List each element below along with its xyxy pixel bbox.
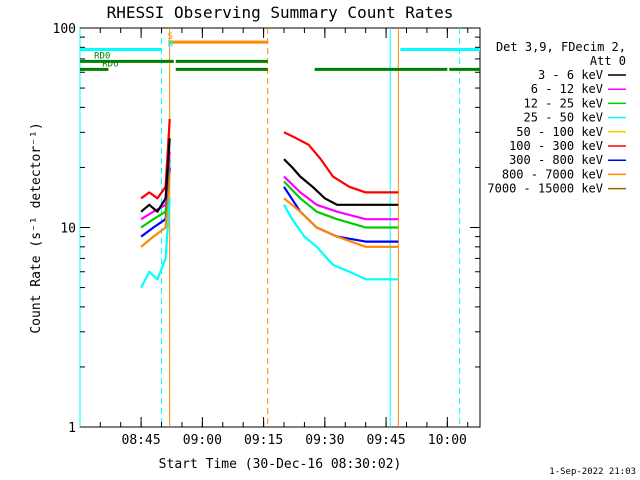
legend-header-0: Det 3,9, FDecim 2,	[496, 40, 626, 54]
y-tick-label-2: 100	[53, 22, 76, 37]
x-tick-label-0: 08:45	[122, 433, 161, 448]
y-axis-label: Count Rate (s⁻¹ detector⁻¹)	[29, 122, 44, 333]
x-axis-ticks: 08:45 09:00 09:15 09:30 09:45 10:00	[99, 28, 469, 448]
x-tick-label-2: 09:15	[244, 433, 283, 448]
generation-timestamp: 1-Sep-2022 21:03	[549, 467, 636, 477]
flag-label-rd6: RD6	[102, 59, 118, 69]
series-line-2-1	[283, 180, 399, 229]
series-line-0-0	[140, 138, 171, 213]
legend-label-4: 50 - 100 keV	[516, 125, 603, 139]
y-axis-ticks: 1 10 100	[53, 22, 480, 436]
y-tick-label-1: 10	[60, 222, 76, 237]
legend-label-6: 300 - 800 keV	[509, 153, 603, 167]
series-line-3-1	[283, 204, 399, 281]
legend-label-7: 800 - 7000 keV	[502, 167, 603, 181]
flag-label-n: N	[168, 40, 173, 50]
y-tick-label-0: 1	[68, 421, 76, 436]
x-axis-label: Start Time (30-Dec-16 08:30:02)	[159, 457, 402, 472]
series-line-3-0	[140, 198, 171, 289]
vertical-markers	[79, 28, 461, 427]
legend-label-5: 100 - 300 keV	[509, 139, 603, 153]
series-line-0-1	[283, 158, 399, 206]
x-tick-label-5: 10:00	[428, 433, 467, 448]
legend-label-3: 25 - 50 keV	[524, 111, 603, 125]
legend-label-1: 6 - 12 keV	[531, 82, 603, 96]
x-tick-label-4: 09:45	[367, 433, 406, 448]
legend-label-0: 3 - 6 keV	[538, 68, 603, 82]
chart-title: RHESSI Observing Summary Count Rates	[107, 3, 454, 22]
series-line-7-1	[283, 197, 399, 248]
series-line-7-0	[140, 171, 171, 248]
flag-label-s: S	[168, 32, 173, 42]
x-tick-label-3: 09:30	[305, 433, 344, 448]
flag-label-rd0: RD0	[94, 51, 110, 61]
legend-label-8: 7000 - 15000 keV	[487, 182, 603, 196]
plot-frame	[79, 27, 481, 428]
series-lines	[140, 118, 399, 289]
x-tick-label-1: 09:00	[183, 433, 222, 448]
series-line-5-1	[283, 131, 399, 194]
series-line-1-1	[283, 175, 399, 221]
legend-header-1: Att 0	[590, 54, 626, 68]
legend-label-2: 12 - 25 keV	[524, 96, 603, 110]
